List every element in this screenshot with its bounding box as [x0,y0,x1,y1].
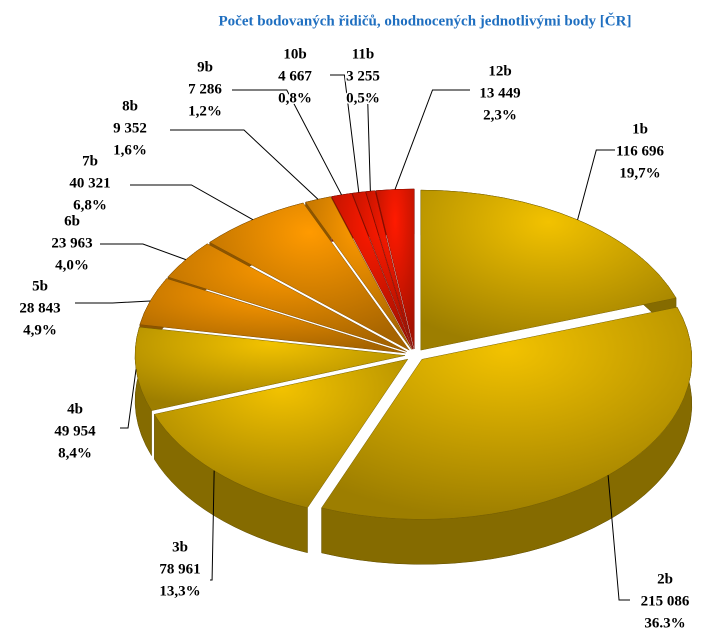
leader-line [210,470,215,581]
leader-line [394,89,470,190]
data-label: 5b [32,278,48,294]
data-label: 1,2% [188,103,222,119]
data-label: 7 286 [188,81,222,97]
tops [134,188,693,520]
data-label: 0,5% [346,90,380,106]
data-label: 9b [197,59,213,75]
data-label: 40 321 [69,175,110,191]
data-label: 4 667 [278,68,312,84]
leader-line [330,74,360,193]
data-label: 12b [488,63,511,79]
pie-slice [365,190,414,350]
data-label: 36.3% [644,615,685,630]
data-label: 3 255 [346,68,380,84]
data-label: 0,8% [278,90,312,106]
data-label: 9 352 [113,120,147,136]
pie-slice [153,358,409,509]
leader-line [577,149,615,220]
data-label: 1b [632,121,648,137]
data-label: 4b [67,401,83,417]
data-label: 13 449 [479,85,520,101]
data-label: 23 963 [51,235,92,251]
pie-slice [209,202,410,351]
leader-line [100,243,186,261]
data-label: 3b [172,539,188,555]
data-label: 2,3% [483,107,517,123]
data-label: 10b [283,46,306,62]
pie-slice [331,193,413,350]
data-label: 49 954 [54,423,96,439]
data-label: 2b [657,571,673,587]
leader-line [232,89,342,196]
leader-line [365,99,371,192]
data-label: 8,4% [58,445,92,461]
pie-slice [420,189,677,351]
data-label: 6b [64,213,80,229]
leader-line [607,475,630,601]
pie-slice [321,306,693,520]
data-label: 215 086 [641,593,690,609]
pie-slice [134,326,406,411]
leader-line [75,300,151,304]
data-label: 13,3% [159,583,200,599]
leader-line [120,369,137,429]
data-label: 4,9% [23,322,57,338]
data-label: 7b [82,153,98,169]
data-label: 1,6% [113,142,147,158]
leader-line [170,129,319,200]
data-label: 4,0% [55,257,89,273]
data-label: 78 961 [159,561,200,577]
pie-slice [139,278,406,354]
data-label: 8b [122,98,138,114]
data-label: 11b [352,46,375,62]
data-label: 28 843 [19,300,60,316]
data-label: 6,8% [73,197,107,213]
leader-line [130,184,254,221]
labels: 1b 116 696 19,7% 2b 215 086 36.3% 3b 78 961 13,3… [18,45,692,630]
chart-title: Počet bodovaných řidičů, ohodnocených je… [219,12,632,29]
data-label: 116 696 [616,143,664,159]
data-label: 19,7% [619,165,660,181]
